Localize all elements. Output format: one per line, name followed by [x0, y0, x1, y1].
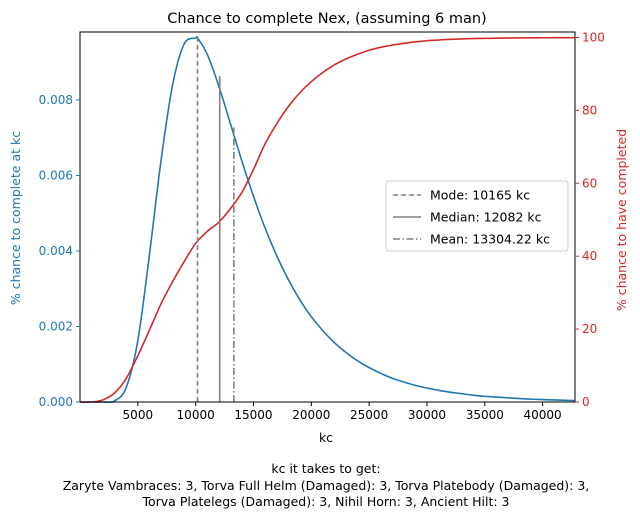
y-axis-left: 0.000 0.002 0.004 0.006 0.008 — [39, 93, 80, 409]
series-line-left — [80, 35, 576, 404]
footer-line-1: kc it takes to get: — [271, 461, 380, 476]
x-tick-label: 25000 — [350, 408, 388, 422]
legend-label: Mode: 10165 kc — [430, 188, 530, 203]
footer-line-3: Torva Platelegs (Damaged): 3, Nihil Horn… — [141, 494, 509, 509]
legend-label: Median: 12082 kc — [430, 210, 542, 225]
x-tick-label: 30000 — [408, 408, 446, 422]
series-line-right — [79, 36, 576, 403]
y-left-tick-label: 0.008 — [39, 93, 73, 107]
x-tick-label: 40000 — [524, 408, 562, 422]
y-left-tick-label: 0.004 — [39, 244, 73, 258]
y-right-tick-label: 40 — [582, 249, 597, 263]
x-tick-label: 10000 — [177, 408, 215, 422]
y-right-tick-label: 60 — [582, 176, 597, 190]
x-tick-label: 20000 — [292, 408, 330, 422]
y-axis-right: 0 20 40 60 80 100 — [575, 30, 605, 409]
y-axis-right-label: % chance to have completed — [614, 129, 629, 311]
x-axis-label: kc — [319, 430, 333, 445]
legend-box — [385, 180, 569, 252]
plot-frame — [79, 31, 576, 403]
x-axis: 5000 10000 15000 20000 25000 30000 35000 40000 — [123, 402, 562, 422]
chart-title: Chance to complete Nex, (assuming 6 man) — [167, 11, 486, 27]
y-right-tick-label: 80 — [582, 103, 597, 117]
y-axis-left-label: % chance to complete at kc — [8, 131, 23, 305]
series-layer — [79, 35, 576, 404]
x-tick-label: 35000 — [466, 408, 504, 422]
marker-layer — [196, 38, 235, 402]
y-right-tick-label: 100 — [582, 30, 605, 44]
y-left-tick-label: 0.002 — [39, 319, 73, 333]
plot-area — [79, 31, 576, 404]
x-tick-label: 15000 — [234, 408, 272, 422]
y-left-tick-label: 0.000 — [39, 395, 73, 409]
legend-label: Mean: 13304.22 kc — [430, 232, 550, 247]
y-right-tick-label: 20 — [582, 322, 597, 336]
legend: Mode: 10165 kc Median: 12082 kc Mean: 1330… — [385, 180, 569, 252]
footer-line-2: Zaryte Vambraces: 3, Torva Full Helm (Da… — [63, 478, 590, 493]
y-left-tick-label: 0.006 — [39, 168, 73, 182]
y-right-tick-label: 0 — [582, 395, 590, 409]
x-tick-label: 5000 — [123, 408, 154, 422]
